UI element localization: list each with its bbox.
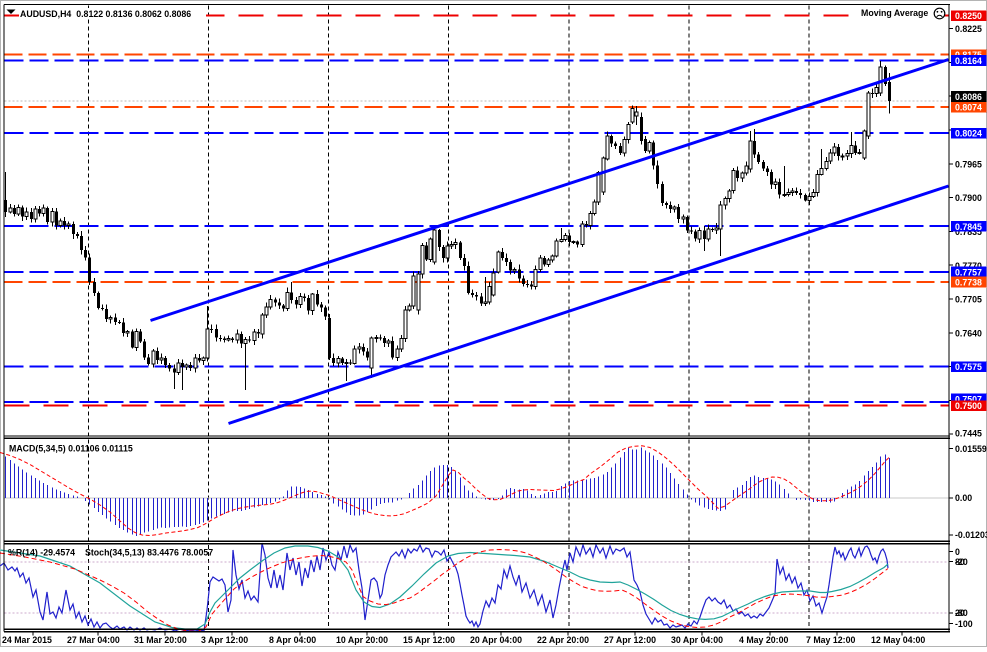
svg-text:7 May 12:00: 7 May 12:00 <box>806 635 855 645</box>
svg-text:0.7770: 0.7770 <box>955 261 982 271</box>
svg-text:-0.01203: -0.01203 <box>955 530 987 540</box>
svg-text:0: 0 <box>955 547 960 557</box>
svg-text:0.7640: 0.7640 <box>955 328 982 338</box>
svg-text:MACD(5,34,5) 0.01106 0.01115: MACD(5,34,5) 0.01106 0.01115 <box>9 444 133 454</box>
svg-text:Moving Average: Moving Average <box>861 8 928 18</box>
svg-text:27 Mar 04:00: 27 Mar 04:00 <box>67 635 120 645</box>
svg-text:0.7845: 0.7845 <box>955 222 982 232</box>
svg-text:0.00: 0.00 <box>955 493 972 503</box>
svg-text:0.01559: 0.01559 <box>955 444 987 454</box>
svg-text:20 Apr 04:00: 20 Apr 04:00 <box>470 635 522 645</box>
svg-text:27 Apr 12:00: 27 Apr 12:00 <box>604 635 656 645</box>
svg-text:0.8250: 0.8250 <box>955 11 982 21</box>
svg-text:-20: -20 <box>955 557 968 567</box>
svg-text:4 May 20:00: 4 May 20:00 <box>739 635 788 645</box>
svg-text:31 Mar 20:00: 31 Mar 20:00 <box>134 635 187 645</box>
svg-text:22 Apr 20:00: 22 Apr 20:00 <box>537 635 589 645</box>
svg-text:0.8024: 0.8024 <box>955 129 982 139</box>
svg-text:80: 80 <box>955 557 965 567</box>
svg-text:30 Apr 04:00: 30 Apr 04:00 <box>671 635 723 645</box>
svg-text:8 Apr 04:00: 8 Apr 04:00 <box>269 635 316 645</box>
svg-text:12 May 04:00: 12 May 04:00 <box>871 635 925 645</box>
svg-text:%R(14) -29.4574: %R(14) -29.4574 <box>8 548 75 558</box>
svg-text:0.7757: 0.7757 <box>955 268 982 278</box>
svg-text:-80: -80 <box>955 608 968 618</box>
svg-text:10 Apr 20:00: 10 Apr 20:00 <box>336 635 388 645</box>
svg-text:0.7507: 0.7507 <box>955 395 982 405</box>
svg-text:0.7900: 0.7900 <box>955 193 982 203</box>
svg-text:0.8086: 0.8086 <box>955 92 982 102</box>
svg-text:0.8074: 0.8074 <box>955 103 982 113</box>
svg-text:0.8225: 0.8225 <box>955 24 982 34</box>
svg-text:0.7738: 0.7738 <box>955 277 982 287</box>
svg-text:24 Mar 2015: 24 Mar 2015 <box>2 635 52 645</box>
svg-text:Stoch(34,5,13) 83.4476 78.0057: Stoch(34,5,13) 83.4476 78.0057 <box>85 548 213 558</box>
svg-text:0.7835: 0.7835 <box>955 227 982 237</box>
svg-text:AUDUSD,H4 0.8122 0.8136 0.806: AUDUSD,H4 0.8122 0.8136 0.8062 0.8086 <box>20 9 191 19</box>
svg-text:0.8164: 0.8164 <box>955 56 982 66</box>
svg-text:-100: -100 <box>955 619 973 629</box>
svg-text:0.7575: 0.7575 <box>955 362 982 372</box>
svg-text:0.7445: 0.7445 <box>955 428 982 438</box>
svg-text:0.7965: 0.7965 <box>955 159 982 169</box>
svg-text:0.7705: 0.7705 <box>955 295 982 305</box>
svg-text:3 Apr 12:00: 3 Apr 12:00 <box>201 635 248 645</box>
svg-text:0.7500: 0.7500 <box>955 401 982 411</box>
svg-text:20: 20 <box>955 608 965 618</box>
svg-text:15 Apr 12:00: 15 Apr 12:00 <box>403 635 455 645</box>
